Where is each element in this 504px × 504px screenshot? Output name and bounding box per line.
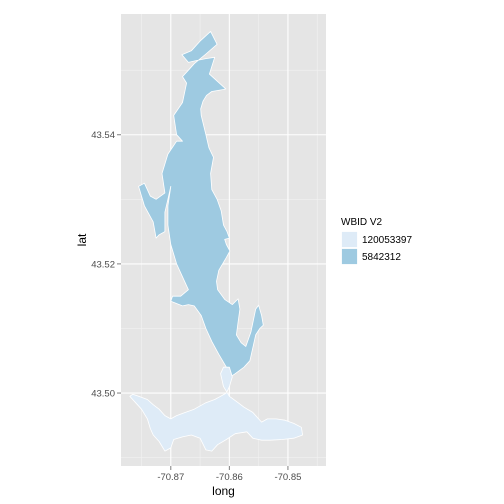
region-120053397 — [129, 366, 304, 452]
x-tick-label: -70.87 — [157, 472, 184, 483]
y-tick-label: 43.50 — [91, 389, 115, 400]
y-tick-label: 43.52 — [91, 259, 115, 270]
legend-key-swatch — [341, 231, 358, 248]
legend-key-swatch — [341, 248, 358, 265]
x-tick-label: -70.86 — [216, 472, 243, 483]
x-axis-title: long — [212, 484, 235, 498]
x-tick-label: -70.85 — [274, 472, 301, 483]
y-axis-ticks: 43.50 43.52 43.54 — [91, 130, 121, 400]
x-axis-ticks: -70.87 -70.86 -70.85 — [157, 466, 301, 483]
legend: WBID V2 120053397 5842312 — [340, 217, 412, 266]
y-tick-label: 43.54 — [91, 130, 115, 141]
water-bodies — [129, 30, 304, 452]
legend-entry-label: 120053397 — [362, 235, 412, 246]
legend-title: WBID V2 — [341, 217, 383, 228]
legend-entry-label: 5842312 — [362, 252, 401, 263]
region-5842312 — [138, 30, 264, 378]
major-gridlines — [121, 14, 326, 466]
y-axis-title: lat — [75, 233, 89, 246]
